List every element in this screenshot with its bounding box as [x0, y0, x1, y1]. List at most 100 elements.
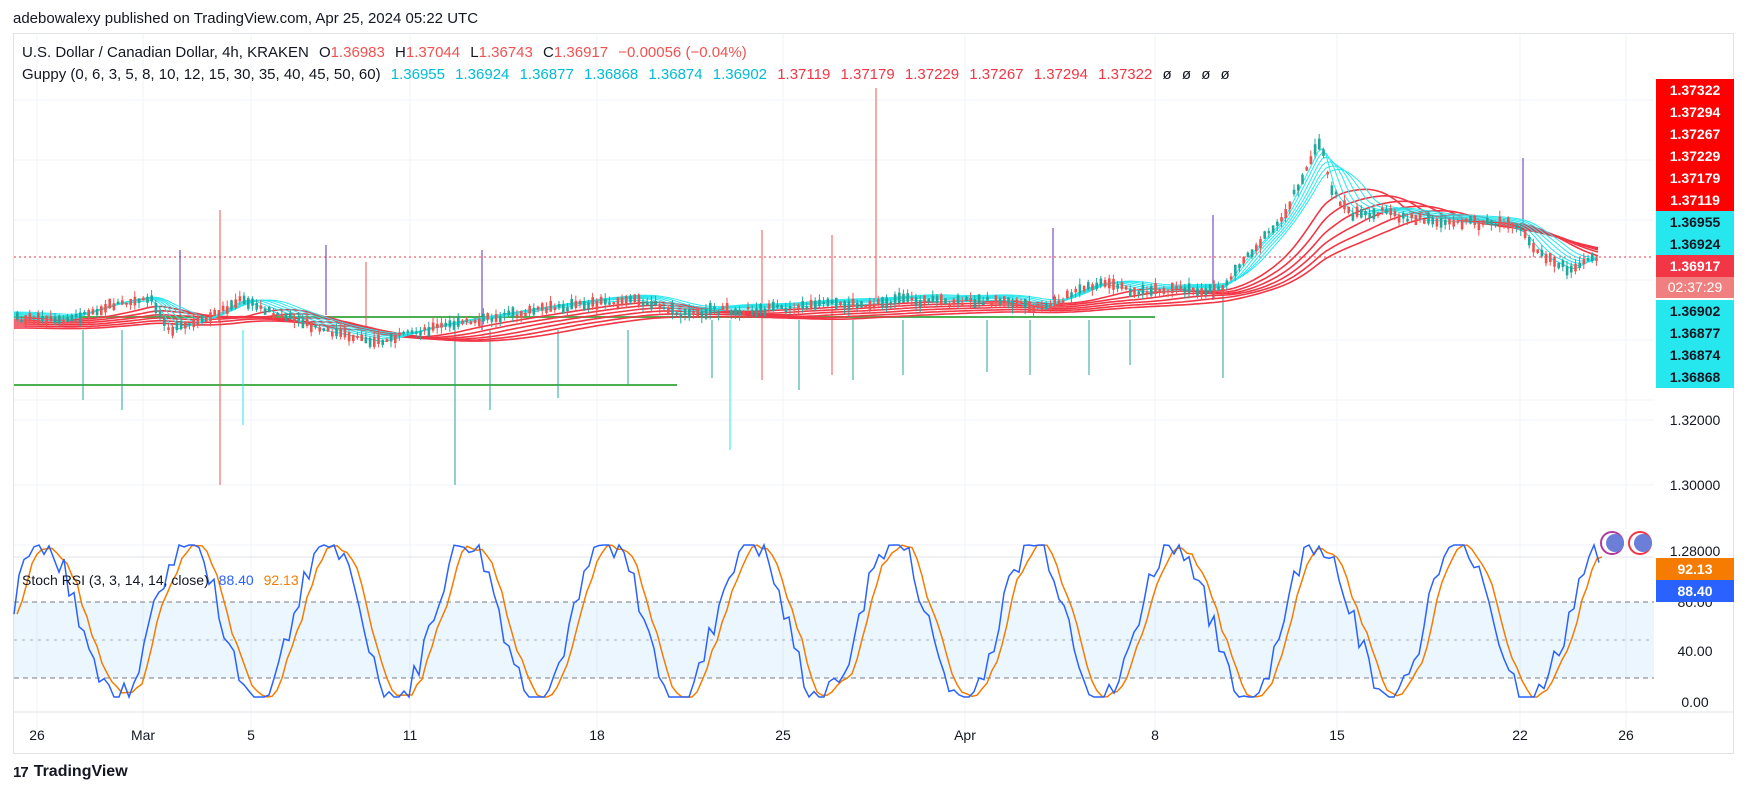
candle-body-234: [998, 298, 1002, 305]
candle-body-186: [797, 304, 800, 310]
candle-body-174: [746, 307, 750, 310]
candle-body-332: [1410, 213, 1413, 219]
candle-body-285: [1213, 284, 1216, 295]
candle-body-301: [1280, 217, 1283, 222]
candle-body-6: [41, 316, 44, 321]
candle-body-158: [679, 314, 683, 318]
candle-body-356: [1511, 222, 1514, 229]
guppy-short-ema-0: [13, 147, 1599, 342]
candle-body-50: [226, 306, 229, 314]
candle-body-312: [1326, 171, 1329, 175]
candle-body-292: [1242, 256, 1245, 264]
candle-body-348: [1477, 221, 1481, 230]
candle-body-67: [297, 317, 300, 321]
candle-body-275: [1171, 282, 1174, 293]
candle-body-276: [1175, 286, 1178, 289]
symbol-name: U.S. Dollar / Canadian Dollar, 4h, KRAKE…: [22, 44, 309, 61]
candle-body-57: [255, 303, 258, 310]
candle-body-354: [1502, 222, 1506, 227]
price-tag-cyan-top-1-text: 1.36924: [1670, 236, 1721, 252]
candle-body-340: [1444, 220, 1447, 225]
candle-body-343: [1456, 220, 1460, 223]
candle-body-271: [1154, 283, 1157, 294]
candle-body-41: [188, 323, 191, 326]
chart-frame[interactable]: [13, 33, 1734, 754]
candle-body-376: [1595, 258, 1598, 261]
candle-body-92: [402, 331, 405, 334]
candle-body-265: [1129, 288, 1132, 297]
candle-body-12: [66, 317, 69, 322]
candle-body-256: [1091, 284, 1094, 290]
candle-body-194: [830, 299, 834, 305]
candle-body-249: [1061, 300, 1065, 304]
tradingview-logo[interactable]: 17 TradingView: [13, 763, 128, 781]
candle-body-238: [1015, 299, 1019, 308]
candle-body-160: [688, 308, 691, 318]
stoch-d-value: 92.13: [263, 572, 299, 588]
candle-body-120: [520, 311, 523, 318]
candle-body-140: [604, 298, 607, 305]
candle-body-284: [1208, 284, 1212, 293]
candle-body-196: [839, 301, 842, 306]
candle-body-33: [154, 302, 158, 314]
candle-body-62: [276, 312, 279, 316]
candle-body-165: [709, 303, 712, 314]
candle-body-26: [125, 302, 128, 305]
flag-icons: [1600, 531, 1652, 555]
guppy-long-4: 1.37294: [1033, 66, 1088, 83]
time-tick-10: 26: [1618, 727, 1634, 743]
price-tag-red-0-text: 1.37322: [1670, 82, 1721, 98]
candle-body-88: [385, 339, 389, 342]
candle-body-72: [318, 327, 321, 332]
candle-body-302: [1284, 209, 1287, 218]
candle-body-133: [574, 300, 578, 308]
candle-body-91: [398, 332, 401, 336]
candle-body-365: [1549, 253, 1552, 262]
price-tag-cyan-top-1-bg: [1656, 233, 1734, 255]
candle-body-82: [360, 334, 363, 341]
price-tag-red-1-text: 1.37294: [1670, 104, 1721, 120]
candle-body-311: [1322, 149, 1325, 156]
candle-body-264: [1124, 286, 1128, 290]
candle-body-288: [1225, 280, 1229, 286]
candle-body-325: [1381, 207, 1384, 211]
candle-body-40: [184, 321, 187, 329]
candle-body-98: [427, 327, 431, 336]
price-tag-cyan-bottom-1: 1.36877: [1656, 322, 1734, 344]
candle-body-305: [1297, 184, 1300, 191]
candle-body-220: [940, 294, 943, 305]
candle-body-112: [486, 313, 489, 320]
candle-body-48: [217, 310, 221, 319]
stoch-d-line: [16, 544, 1603, 698]
price-tag-cyan-top-0-bg: [1656, 211, 1734, 233]
candle-body-77: [339, 327, 342, 337]
candle-body-213: [910, 297, 914, 301]
time-tick-2: 5: [247, 727, 255, 743]
candle-body-172: [738, 309, 741, 316]
candle-body-320: [1360, 209, 1363, 218]
candle-body-200: [856, 303, 859, 308]
candle-body-289: [1229, 276, 1233, 280]
candle-body-281: [1196, 288, 1199, 296]
price-tag-red-5-text: 1.37119: [1670, 192, 1720, 208]
time-tick-5: 25: [775, 727, 791, 743]
candle-body-280: [1192, 287, 1195, 292]
candle-body-203: [868, 300, 872, 310]
candle-body-363: [1540, 249, 1544, 257]
candle-body-54: [242, 295, 246, 304]
candle-body-228: [973, 299, 977, 308]
candle-body-223: [952, 299, 956, 304]
candle-body-215: [919, 299, 922, 307]
candle-body-366: [1553, 256, 1556, 267]
candle-body-362: [1536, 249, 1539, 253]
candle-body-346: [1469, 215, 1472, 224]
candle-body-34: [158, 310, 162, 316]
candle-body-241: [1028, 301, 1031, 312]
candle-body-7: [45, 316, 48, 324]
price-tag-cyan-bottom-0: 1.36902: [1656, 300, 1734, 322]
guppy-empty-2: ø: [1201, 66, 1211, 83]
candle-body-145: [625, 296, 628, 306]
candle-body-95: [415, 331, 418, 334]
time-tick-9: 22: [1512, 727, 1528, 743]
